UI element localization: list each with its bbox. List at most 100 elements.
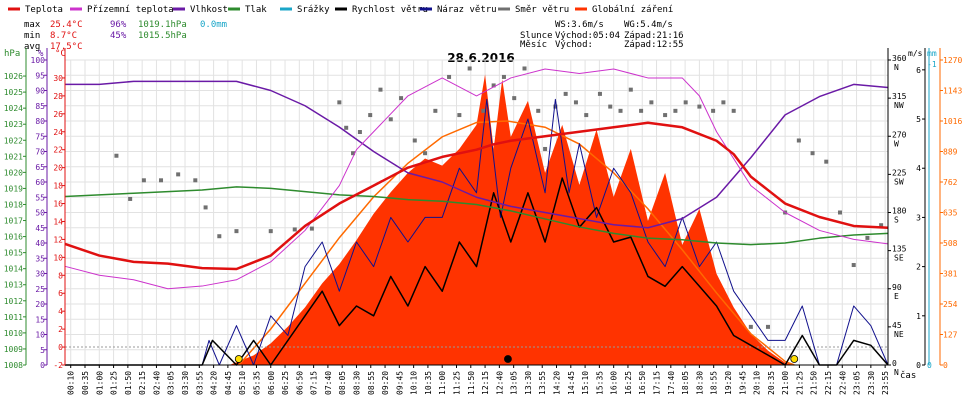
radiation-tick-label: 762 bbox=[943, 178, 958, 187]
celsius-tick-label: 16 bbox=[53, 200, 63, 209]
hpa-tick-label: 1009 bbox=[4, 345, 23, 354]
hpa-tick-label: 1022 bbox=[4, 136, 23, 145]
wind-direction-point bbox=[114, 153, 119, 158]
percent-tick-label: 90 bbox=[35, 87, 45, 96]
x-tick-label: 07:40 bbox=[324, 371, 333, 395]
wind-direction-point bbox=[697, 104, 702, 109]
x-tick-label: 00:10 bbox=[67, 371, 76, 395]
hpa-tick-label: 1021 bbox=[4, 152, 23, 161]
x-tick-label: 23:05 bbox=[853, 371, 862, 395]
celsius-tick-label: 26 bbox=[53, 110, 63, 119]
x-tick-label: 11:25 bbox=[452, 371, 461, 395]
celsius-tick-label: 18 bbox=[53, 182, 63, 191]
legend-label: Globální záření bbox=[592, 5, 673, 15]
x-tick-label: 08:30 bbox=[352, 371, 361, 395]
wind-direction-point bbox=[573, 100, 578, 105]
x-tick-label: 08:55 bbox=[367, 371, 376, 395]
radiation-tick-label: 508 bbox=[943, 239, 958, 248]
stat-max-rain: 0.0mm bbox=[200, 20, 227, 30]
x-tick-label: 12:40 bbox=[495, 371, 504, 395]
legend-label: Směr větru bbox=[515, 5, 569, 15]
wind-tick-label: 2 bbox=[916, 263, 921, 272]
x-axis-label: čas bbox=[900, 370, 916, 381]
hpa-tick-label: 1010 bbox=[4, 329, 23, 338]
celsius-tick-label: 12 bbox=[53, 235, 63, 244]
x-tick-label: 01:00 bbox=[95, 371, 104, 395]
x-tick-label: 03:30 bbox=[181, 371, 190, 395]
percent-tick-label: 20 bbox=[35, 300, 45, 309]
wind-direction-point bbox=[292, 227, 297, 232]
x-tick-label: 13:05 bbox=[510, 371, 519, 395]
sunrise-marker bbox=[234, 355, 243, 363]
wind-direction-point bbox=[824, 159, 829, 164]
wind-direction-point bbox=[378, 87, 383, 92]
percent-tick-label: 15 bbox=[35, 315, 45, 324]
x-tick-label: 22:15 bbox=[824, 371, 833, 395]
stat-max-hum: 96% bbox=[110, 20, 127, 30]
wind-axis-label: m/s bbox=[908, 49, 923, 58]
x-tick-label: 14:20 bbox=[553, 371, 562, 395]
wind-direction-point bbox=[837, 210, 842, 215]
celsius-tick-label: 0 bbox=[58, 343, 63, 352]
direction-name-label: SE bbox=[894, 254, 904, 263]
wind-direction-point bbox=[433, 108, 438, 113]
percent-tick-label: 45 bbox=[35, 224, 45, 233]
percent-tick-label: 30 bbox=[35, 270, 45, 279]
wind-direction-point bbox=[447, 74, 452, 79]
direction-name-label: NW bbox=[894, 101, 904, 110]
direction-name-label: S bbox=[894, 216, 899, 225]
radiation-tick-label: 127 bbox=[943, 331, 958, 340]
wind-direction-point bbox=[399, 96, 404, 101]
stat-avg-label: avg bbox=[24, 42, 40, 52]
wind-direction-point bbox=[193, 178, 198, 183]
wind-tick-label: 5 bbox=[916, 115, 921, 124]
percent-tick-label: 60 bbox=[35, 178, 45, 187]
radiation-tick-label: 1016 bbox=[943, 117, 962, 126]
celsius-tick-label: 22 bbox=[53, 146, 63, 155]
percent-tick-label: 35 bbox=[35, 254, 45, 263]
radiation-tick-label: 0 bbox=[943, 361, 948, 370]
hpa-tick-label: 1014 bbox=[4, 265, 23, 274]
x-tick-label: 15:10 bbox=[581, 371, 590, 395]
x-tick-label: 06:25 bbox=[281, 371, 290, 395]
x-tick-label: 03:05 bbox=[167, 371, 176, 395]
direction-name-label: N bbox=[894, 368, 899, 377]
ground-temperature-line bbox=[64, 68, 889, 290]
percent-tick-label: 5 bbox=[40, 346, 45, 355]
hpa-tick-label: 1019 bbox=[4, 184, 23, 193]
percent-tick-label: 70 bbox=[35, 148, 45, 157]
celsius-tick-label: -2 bbox=[53, 361, 63, 370]
x-tick-label: 05:10 bbox=[238, 371, 247, 395]
wind-direction-point bbox=[217, 234, 222, 239]
percent-tick-label: 40 bbox=[35, 239, 45, 248]
hpa-tick-label: 1008 bbox=[4, 361, 23, 370]
celsius-tick-label: 4 bbox=[58, 307, 63, 316]
wind-direction-point bbox=[357, 130, 362, 135]
x-tick-label: 11:50 bbox=[467, 371, 476, 395]
hpa-tick-label: 1024 bbox=[4, 104, 23, 113]
wind-direction-point bbox=[731, 108, 736, 113]
wind-direction-point bbox=[810, 151, 815, 156]
temperature-line bbox=[64, 121, 889, 271]
wind-direction-point bbox=[234, 229, 239, 234]
x-tick-label: 09:45 bbox=[395, 371, 404, 395]
stat-max-press: 1019.1hPa bbox=[138, 20, 187, 30]
humidity-line bbox=[65, 80, 889, 229]
wind-direction-point bbox=[543, 146, 548, 151]
legend-label: Tlak bbox=[245, 5, 267, 15]
x-tick-label: 10:35 bbox=[424, 371, 433, 395]
wind-direction-point bbox=[309, 226, 314, 231]
radiation-tick-label: 254 bbox=[943, 300, 958, 309]
hpa-tick-label: 1025 bbox=[4, 88, 23, 97]
stat-min-press: 1015.5hPa bbox=[138, 31, 187, 41]
legend-label: Srážky bbox=[297, 5, 330, 15]
wind-speed-line bbox=[65, 177, 889, 366]
wind-direction-point bbox=[765, 324, 770, 329]
stat-min-temp: 8.7°C bbox=[50, 31, 77, 41]
x-tick-label: 19:45 bbox=[738, 371, 747, 395]
radiation-tick-label: 1143 bbox=[943, 87, 962, 96]
x-tick-label: 00:35 bbox=[81, 371, 90, 395]
legend-label: Vlhkost bbox=[190, 5, 228, 15]
direction-name-label: SW bbox=[894, 177, 904, 186]
direction-tick-label: 180 bbox=[892, 207, 907, 216]
